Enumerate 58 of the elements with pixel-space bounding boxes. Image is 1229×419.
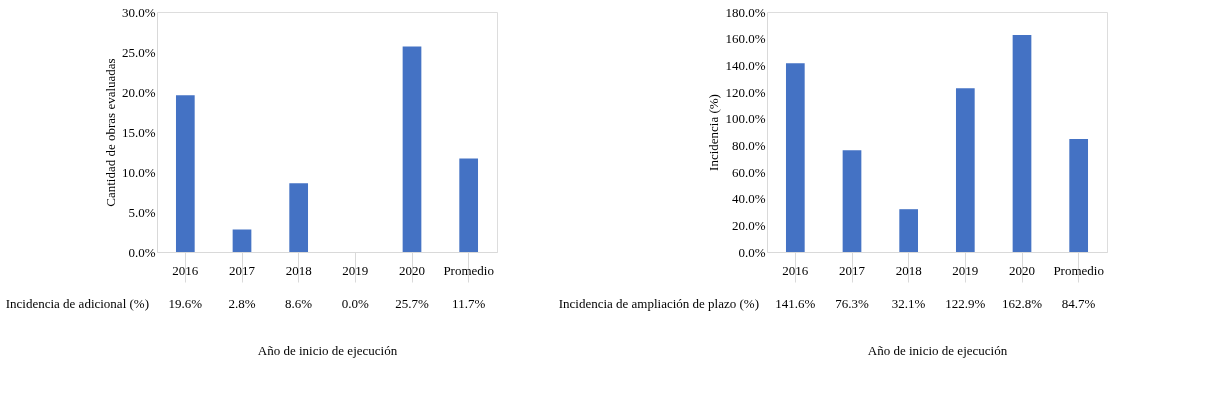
- data-label: 32.1%: [891, 296, 926, 311]
- data-label: 84.7%: [1061, 296, 1096, 311]
- bar: [955, 88, 975, 252]
- y-axis-title: Incidencia (%): [706, 94, 722, 171]
- y-tick-label: 180.0%: [725, 4, 766, 20]
- y-tick-label: 80.0%: [731, 137, 766, 153]
- data-label: 122.9%: [945, 296, 986, 311]
- bar: [785, 63, 805, 252]
- y-tick-label: 0.0%: [128, 244, 156, 260]
- x-axis-title: Año de inicio de ejecución: [867, 343, 1008, 358]
- y-tick-label: 20.0%: [731, 217, 766, 233]
- data-label: 8.6%: [285, 296, 313, 311]
- x-tick-label: 2018: [895, 262, 922, 278]
- data-label: 19.6%: [168, 296, 203, 311]
- bar: [842, 150, 862, 252]
- y-axis-title: Cantidad de obras evaluadas: [102, 58, 118, 207]
- bar: [1069, 139, 1089, 252]
- y-tick-label: 0.0%: [738, 244, 766, 260]
- x-tick-label: Promedio: [443, 262, 494, 278]
- x-tick-label: 2019: [952, 262, 979, 278]
- text: Incidencia de adicional (%): [5, 296, 149, 311]
- bar: [899, 209, 919, 252]
- x-tick-label: 2017: [229, 262, 256, 278]
- y-tick-label: 160.0%: [725, 31, 766, 47]
- x-tick-label: Promedio: [1053, 262, 1104, 278]
- y-tick-label: 120.0%: [725, 84, 766, 100]
- data-label: 11.7%: [452, 296, 486, 311]
- y-tick-label: 20.0%: [121, 84, 156, 100]
- y-tick-label: 30.0%: [121, 4, 156, 20]
- y-tick-label: 60.0%: [731, 164, 766, 180]
- bar: [459, 158, 479, 252]
- x-tick-label: 2018: [285, 262, 312, 278]
- bar: [175, 95, 195, 252]
- y-tick-label: 40.0%: [731, 191, 766, 207]
- x-tick-label: 2016: [172, 262, 199, 278]
- x-tick-label: 2017: [839, 262, 866, 278]
- y-tick-label: 5.0%: [128, 204, 156, 220]
- bar: [232, 229, 252, 252]
- data-label: 25.7%: [395, 296, 429, 311]
- data-label: 162.8%: [1001, 296, 1043, 311]
- data-label: 2.8%: [228, 296, 256, 311]
- data-label: 76.3%: [835, 296, 869, 311]
- data-label: 0.0%: [341, 296, 370, 311]
- bar: [1012, 34, 1032, 252]
- x-tick-label: 2019: [342, 262, 369, 278]
- data-label: 141.6%: [775, 296, 816, 311]
- y-tick-label: 25.0%: [121, 44, 156, 60]
- y-tick-label: 15.0%: [121, 124, 156, 140]
- y-tick-label: 140.0%: [725, 57, 766, 73]
- x-tick-label: 2020: [1009, 262, 1035, 278]
- bar: [289, 183, 309, 252]
- x-tick-label: 2020: [399, 262, 425, 278]
- y-tick-label: 10.0%: [121, 164, 156, 180]
- x-axis-title: Año de inicio de ejecución: [257, 343, 398, 358]
- y-tick-label: 100.0%: [725, 111, 766, 127]
- text: Incidencia de ampliación de plazo (%): [558, 296, 759, 311]
- x-tick-label: 2016: [782, 262, 809, 278]
- bar: [402, 46, 422, 252]
